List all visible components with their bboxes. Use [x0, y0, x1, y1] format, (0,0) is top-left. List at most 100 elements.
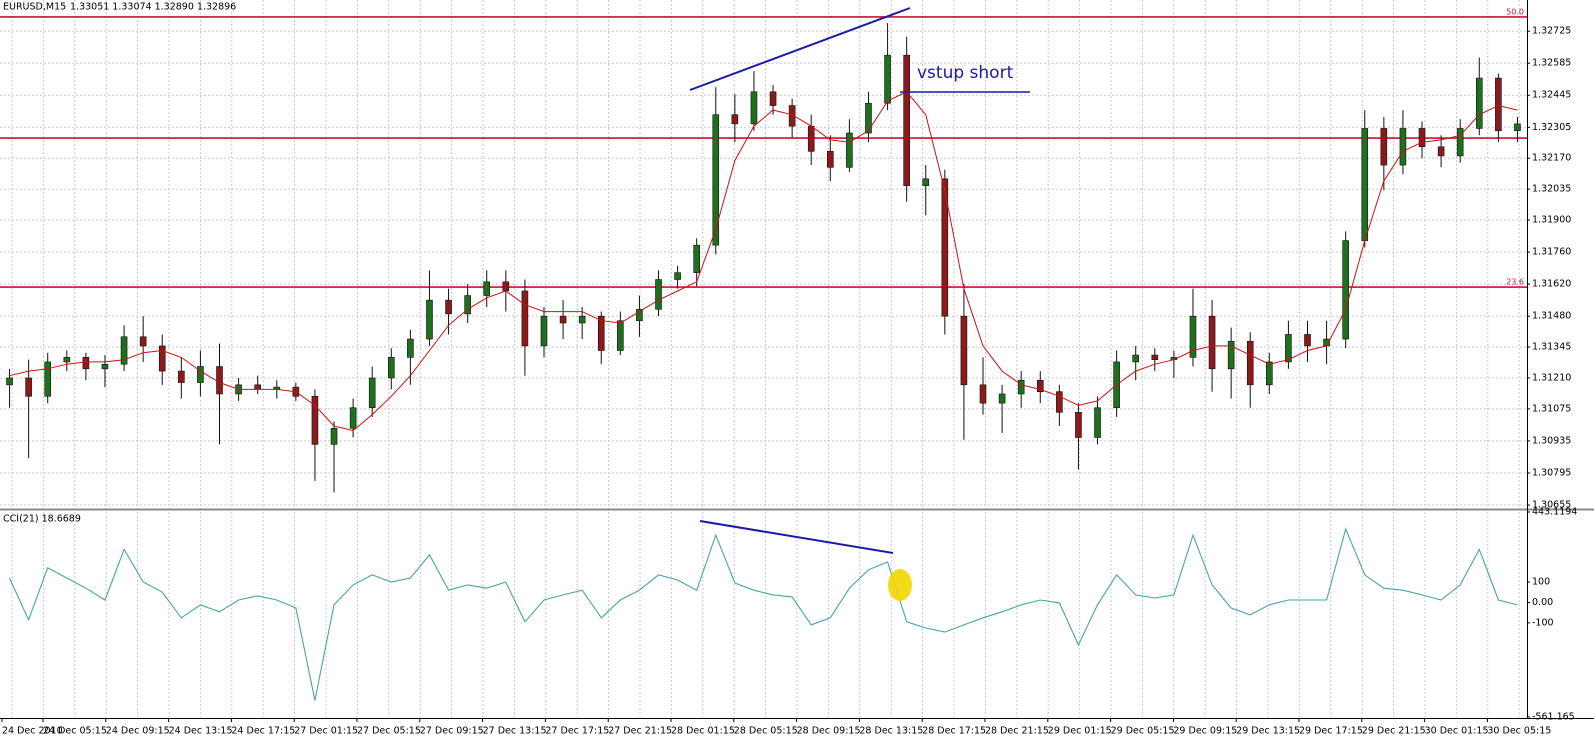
- y-tick-label: 1.30935: [1532, 435, 1571, 446]
- x-tick-label: 28 Dec 21:15: [985, 726, 1049, 737]
- annotation: vstup short: [917, 63, 1014, 83]
- candle-body: [1151, 354, 1159, 360]
- y-tick-label: 1.31075: [1532, 403, 1571, 414]
- candle-body: [617, 320, 624, 351]
- candle-body: [216, 366, 223, 395]
- candle-body: [1094, 407, 1101, 438]
- candle-body: [1380, 128, 1388, 166]
- x-tick-label: 29 Dec 09:15: [1173, 726, 1237, 737]
- candle-body: [1361, 128, 1369, 241]
- candle-body: [807, 125, 815, 152]
- candle-body: [1132, 354, 1140, 363]
- y-tick-label: 1.31210: [1532, 372, 1571, 383]
- candle-body: [502, 281, 510, 292]
- candle-body: [101, 363, 109, 370]
- x-tick-label: 27 Dec 01:15: [294, 726, 358, 737]
- x-tick-label: 24 Dec 05:15: [43, 726, 107, 737]
- candle-body: [426, 299, 433, 340]
- x-tick-label: 27 Dec 13:15: [483, 726, 547, 737]
- y-tick-label: 1.32035: [1532, 184, 1571, 195]
- candle-body: [750, 91, 758, 125]
- y-tick-label: 1.32725: [1532, 26, 1571, 37]
- candle-body: [1399, 128, 1407, 166]
- candle-body: [44, 361, 52, 397]
- y-tick-label: 1.31345: [1532, 342, 1571, 353]
- y-tick-label: 1.31480: [1532, 311, 1571, 322]
- candle-body: [636, 308, 643, 322]
- trend-line: [689, 7, 911, 91]
- candle-body: [349, 407, 357, 429]
- y-tick-label: -100: [1532, 617, 1554, 628]
- candle-body: [1304, 334, 1311, 347]
- candle-body: [1266, 361, 1273, 386]
- x-tick-label: 29 Dec 21:15: [1362, 726, 1426, 737]
- x-tick-label: 29 Dec 05:15: [1111, 726, 1175, 737]
- x-tick-label: 28 Dec 13:15: [859, 726, 923, 737]
- candle-body: [788, 105, 796, 127]
- candle-body: [139, 336, 147, 347]
- candle-body: [712, 114, 720, 246]
- candle-body: [483, 281, 491, 296]
- x-tick-label: 30 Dec 05:15: [1487, 726, 1551, 737]
- candle-body: [1475, 77, 1483, 129]
- candle-body: [1246, 341, 1254, 386]
- x-tick-label: 28 Dec 05:15: [734, 726, 798, 737]
- candle-body: [407, 338, 414, 358]
- y-tick-label: 0.00: [1532, 597, 1553, 608]
- candle-body: [1036, 379, 1044, 393]
- x-tick-label: 28 Dec 17:15: [922, 726, 986, 737]
- x-tick-label: 29 Dec 01:15: [1048, 726, 1112, 737]
- price-readout: 1.33051 1.33074 1.32890 1.32896: [70, 2, 236, 13]
- x-tick-label: 27 Dec 05:15: [357, 726, 421, 737]
- x-tick-label: 28 Dec 01:15: [671, 726, 735, 737]
- highlight: [888, 569, 912, 601]
- x-tick-label: 24 Dec 13:15: [169, 726, 233, 737]
- cci-line: [8, 527, 1518, 701]
- candle-body: [1227, 341, 1235, 370]
- x-tick-label: 24 Dec 17:15: [231, 726, 295, 737]
- grid: [0, 0, 1527, 717]
- candle-body: [1056, 391, 1063, 413]
- level-label: 50.0: [1506, 7, 1524, 16]
- candle-body: [540, 315, 548, 347]
- candle-body: [1189, 315, 1197, 358]
- candle-body: [559, 315, 567, 324]
- candle-body: [1514, 123, 1521, 132]
- y-tick-label: 1.30655: [1532, 500, 1571, 511]
- candle-body: [464, 295, 471, 315]
- x-tick-label: 27 Dec 17:15: [545, 726, 609, 737]
- y-tick-label: 1.31900: [1532, 215, 1571, 226]
- x-tick-label: 27 Dec 09:15: [420, 726, 484, 737]
- x-tick-label: 27 Dec 21:15: [608, 726, 672, 737]
- y-tick-label: 1.31620: [1532, 279, 1571, 290]
- candle-body: [25, 377, 32, 397]
- candle-body: [1075, 412, 1082, 438]
- candle-body: [1418, 128, 1426, 148]
- candle-body: [1285, 334, 1292, 363]
- candle-body: [941, 178, 949, 317]
- candle-body: [521, 290, 529, 347]
- candle-body: [884, 54, 891, 104]
- candle-body: [158, 345, 166, 372]
- candle-body: [330, 428, 338, 445]
- candle-body: [865, 102, 872, 134]
- x-tick-label: 24 Dec 2010: [2, 726, 63, 737]
- candle-body: [311, 395, 319, 445]
- candle-body: [387, 357, 395, 379]
- y-tick-label: 100: [1532, 577, 1550, 588]
- candle-body: [178, 370, 185, 383]
- candle-body: [63, 357, 71, 363]
- candle-body: [922, 178, 930, 186]
- candle-body: [903, 54, 910, 186]
- y-tick-label: 1.30795: [1532, 467, 1571, 478]
- y-tick-label: 1.32585: [1532, 58, 1571, 69]
- candle-body: [6, 377, 13, 386]
- candle-body: [254, 384, 261, 390]
- candle-body: [1342, 240, 1349, 340]
- candle-body: [445, 299, 452, 315]
- candle-body: [1495, 77, 1502, 132]
- candle-body: [846, 132, 853, 168]
- x-tick-label: 30 Dec 01:15: [1425, 726, 1489, 737]
- candle-body: [960, 315, 968, 386]
